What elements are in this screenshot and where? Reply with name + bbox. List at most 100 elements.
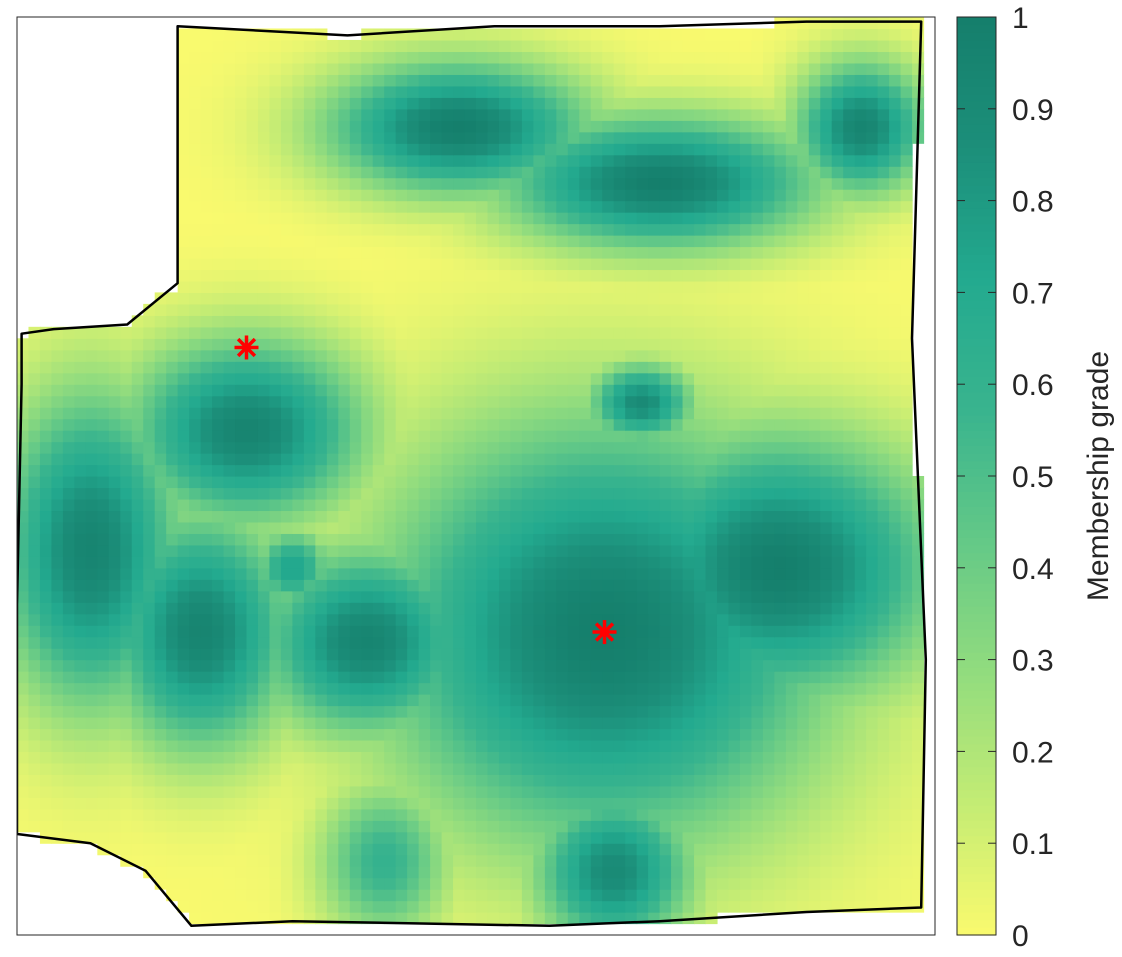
heatmap-cell <box>694 613 707 626</box>
heatmap-cell <box>326 694 339 707</box>
heatmap-cell <box>384 166 397 179</box>
heatmap-cell <box>120 820 133 833</box>
heatmap-cell <box>303 739 316 752</box>
heatmap-cell <box>108 785 121 798</box>
heatmap-cell <box>338 636 351 649</box>
heatmap-cell <box>625 716 638 730</box>
heatmap-cell <box>889 716 902 730</box>
heatmap-cell <box>544 567 557 580</box>
heatmap-cell <box>85 671 98 684</box>
heatmap-cell <box>854 476 867 489</box>
heatmap-cell <box>384 556 397 569</box>
heatmap-cell <box>177 292 190 305</box>
heatmap-cell <box>212 441 225 454</box>
heatmap-cell <box>866 498 879 512</box>
heatmap-cell <box>533 235 546 248</box>
heatmap-cell <box>521 280 534 293</box>
heatmap-cell <box>866 785 879 798</box>
heatmap-cell <box>682 751 695 764</box>
heatmap-cell <box>487 476 500 489</box>
heatmap-cell <box>533 843 546 856</box>
heatmap-cell <box>797 315 810 328</box>
heatmap-cell <box>808 533 821 546</box>
heatmap-cell <box>407 189 420 202</box>
heatmap-cell <box>280 521 293 534</box>
heatmap-cell <box>625 843 638 856</box>
heatmap-cell <box>177 762 190 775</box>
heatmap-cell <box>51 831 64 844</box>
heatmap-cell <box>866 843 879 856</box>
heatmap-cell <box>430 877 443 890</box>
heatmap-cell <box>900 682 913 695</box>
heatmap-cell <box>384 866 397 879</box>
heatmap-cell <box>521 797 534 810</box>
heatmap-cell <box>246 866 259 879</box>
heatmap-cell <box>28 556 41 569</box>
heatmap-cell <box>108 728 121 741</box>
heatmap-cell <box>866 246 879 259</box>
heatmap-cell <box>705 292 718 305</box>
heatmap-cell <box>51 384 64 397</box>
heatmap-cell <box>728 556 741 569</box>
heatmap-cell <box>705 154 718 167</box>
heatmap-cell <box>395 751 408 764</box>
heatmap-cell <box>212 326 225 339</box>
heatmap-cell <box>189 349 202 362</box>
heatmap-cell <box>854 682 867 695</box>
heatmap-cell <box>739 521 752 534</box>
heatmap-cell <box>602 521 615 534</box>
heatmap-cell <box>418 498 431 512</box>
heatmap-cell <box>62 498 75 512</box>
heatmap-cell <box>682 223 695 236</box>
heatmap-cell <box>476 854 489 867</box>
heatmap-cell <box>590 257 603 271</box>
heatmap-cell <box>326 556 339 569</box>
heatmap-cell <box>636 843 649 856</box>
heatmap-cell <box>303 177 316 190</box>
heatmap-cell <box>395 797 408 810</box>
heatmap-cell <box>671 533 684 546</box>
heatmap-cell <box>889 177 902 190</box>
heatmap-cell <box>487 498 500 512</box>
heatmap-cell <box>453 613 466 626</box>
heatmap-cell <box>407 820 420 833</box>
heatmap-cell <box>797 189 810 202</box>
heatmap-cell <box>441 292 454 305</box>
heatmap-cell <box>453 544 466 557</box>
heatmap-cell <box>820 246 833 259</box>
heatmap-cell <box>349 694 362 707</box>
heatmap-cell <box>303 453 316 466</box>
heatmap-cell <box>900 280 913 293</box>
heatmap-cell <box>567 774 580 787</box>
heatmap-cell <box>108 441 121 454</box>
heatmap-cell <box>843 762 856 775</box>
heatmap-cell <box>544 728 557 741</box>
heatmap-cell <box>751 820 764 833</box>
heatmap-cell <box>315 636 328 649</box>
heatmap-cell <box>384 602 397 615</box>
heatmap-cell <box>567 808 580 821</box>
heatmap-cell <box>384 533 397 546</box>
heatmap-cell <box>464 866 477 879</box>
heatmap-cell <box>189 338 202 351</box>
heatmap-cell <box>636 877 649 890</box>
heatmap-cell <box>384 544 397 557</box>
heatmap-cell <box>900 648 913 661</box>
heatmap-cell <box>212 716 225 730</box>
heatmap-cell <box>430 166 443 179</box>
heatmap-cell <box>395 223 408 236</box>
heatmap-cell <box>418 292 431 305</box>
heatmap-cell <box>521 143 534 156</box>
heatmap-cell <box>831 384 844 397</box>
heatmap-cell <box>705 705 718 718</box>
heatmap-cell <box>407 762 420 775</box>
heatmap-cell <box>280 212 293 225</box>
heatmap-cell <box>900 510 913 523</box>
heatmap-cell <box>235 430 248 443</box>
heatmap-cell <box>28 384 41 397</box>
heatmap-cell <box>808 716 821 730</box>
heatmap-cell <box>418 785 431 798</box>
heatmap-cell <box>418 154 431 167</box>
heatmap-cell <box>762 831 775 844</box>
heatmap-cell <box>476 189 489 202</box>
